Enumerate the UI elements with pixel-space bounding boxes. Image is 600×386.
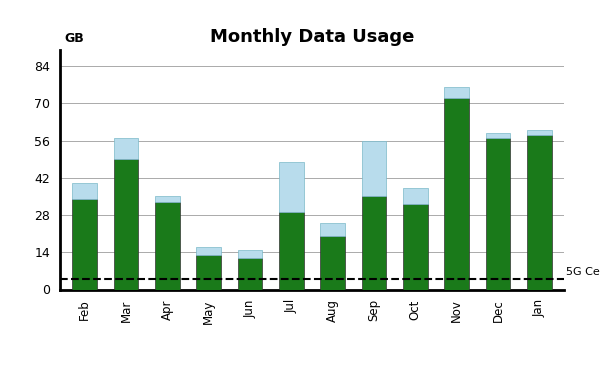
Text: 5G Cell: 5G Cell [566, 267, 600, 277]
Bar [279, 162, 304, 212]
Bar [403, 205, 428, 290]
Bar [196, 247, 221, 255]
Bar [403, 188, 428, 205]
Bar [279, 212, 304, 290]
Bar [73, 199, 97, 290]
Bar [320, 236, 345, 290]
Bar [238, 250, 262, 257]
Bar [485, 138, 510, 290]
Bar [320, 223, 345, 236]
Text: GB: GB [64, 32, 84, 45]
Bar [444, 87, 469, 98]
Bar [362, 196, 386, 290]
Title: Monthly Data Usage: Monthly Data Usage [210, 28, 414, 46]
Bar [114, 138, 139, 159]
Bar [444, 98, 469, 290]
Bar [155, 196, 180, 202]
Bar [362, 141, 386, 196]
Bar [485, 133, 510, 138]
Bar [527, 135, 551, 290]
Bar [73, 183, 97, 199]
Bar [527, 130, 551, 135]
Bar [114, 159, 139, 290]
Bar [196, 255, 221, 290]
Bar [155, 202, 180, 290]
Bar [238, 257, 262, 290]
